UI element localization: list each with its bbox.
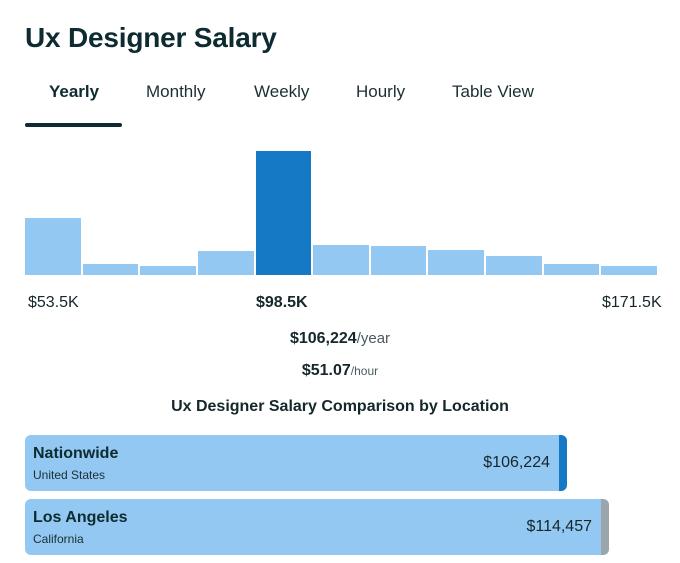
tab-table-view[interactable]: Table View [452, 82, 534, 101]
tab-hourly[interactable]: Hourly [356, 82, 406, 101]
histogram-bar[interactable] [543, 264, 600, 275]
yearly-unit: /year [356, 330, 391, 347]
location-accent [601, 499, 609, 555]
location-name: Los Angeles [33, 509, 128, 526]
period-tabs: Yearly Monthly Weekly Hourly Table View [25, 80, 665, 128]
histogram-bar[interactable] [370, 246, 427, 275]
comparison-title: Ux Designer Salary Comparison by Locatio… [171, 398, 509, 415]
page-title: Ux Designer Salary [25, 22, 277, 53]
yearly-summary: $106,224/year [0, 330, 680, 348]
histogram-bar[interactable] [486, 256, 542, 275]
yearly-salary-value: $106,224 [289, 330, 357, 347]
location-name: Nationwide [33, 445, 119, 462]
location-subtitle: California [33, 532, 84, 546]
hourly-summary: $51.07/hour [0, 362, 680, 380]
salary-histogram [25, 140, 657, 275]
tab-yearly[interactable]: Yearly [49, 82, 100, 101]
location-salary: $114,457 [526, 518, 592, 535]
location-bar-los-angeles[interactable]: Los Angeles California $114,457 [25, 499, 609, 555]
histogram-bar[interactable] [428, 250, 485, 275]
tab-monthly[interactable]: Monthly [146, 82, 206, 101]
active-tab-indicator [25, 123, 122, 127]
histogram-bar[interactable] [82, 264, 139, 275]
location-subtitle: United States [33, 468, 106, 482]
location-bar-nationwide[interactable]: Nationwide United States $106,224 [25, 435, 567, 491]
histogram-bar-highlighted[interactable] [255, 151, 312, 275]
histogram-bar[interactable] [197, 251, 254, 275]
histogram-bar[interactable] [25, 218, 81, 275]
location-salary: $106,224 [483, 454, 550, 471]
histogram-bar[interactable] [140, 266, 196, 275]
location-accent [559, 435, 567, 491]
histogram-min-label: $53.5K [28, 294, 79, 311]
histogram-bar[interactable] [313, 245, 369, 275]
tab-weekly[interactable]: Weekly [254, 82, 310, 101]
hourly-salary-value: $51.07 [301, 362, 351, 379]
hourly-unit: /hour [350, 364, 379, 378]
histogram-bar[interactable] [601, 266, 657, 275]
histogram-highlight-label: $98.5K [256, 294, 308, 311]
histogram-max-label: $171.5K [602, 294, 662, 311]
